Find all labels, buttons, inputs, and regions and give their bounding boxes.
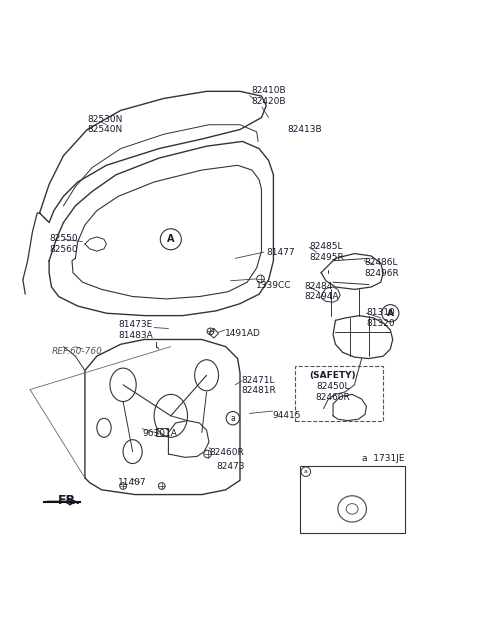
Text: 82486L
82496R: 82486L 82496R [364,258,399,277]
Text: FR.: FR. [58,494,81,507]
Text: a  1731JE: a 1731JE [362,454,405,463]
Text: A: A [167,234,175,244]
Text: 81473E
81483A: 81473E 81483A [118,321,153,340]
Text: 82484
82494A: 82484 82494A [304,282,339,301]
Text: 94415: 94415 [273,411,301,420]
Text: 82473: 82473 [216,462,245,471]
Bar [156,428,168,436]
Text: 82471L
82481R: 82471L 82481R [241,376,276,396]
Text: A: A [387,308,394,318]
Text: 81310
81320: 81310 81320 [366,308,395,328]
Text: 81477: 81477 [266,247,295,257]
Text: a: a [304,469,308,474]
Text: 82485L
82495R: 82485L 82495R [309,242,344,262]
Text: 1339CC: 1339CC [256,281,291,290]
Text: 96301A: 96301A [142,429,177,438]
Text: 82450L
82460R: 82450L 82460R [316,382,350,402]
Text: 1491AD: 1491AD [225,329,261,338]
Text: 11407: 11407 [118,478,147,487]
Text: 82413B: 82413B [288,125,323,134]
Text: (SAFETY): (SAFETY) [310,371,356,380]
Text: 82550
82560: 82550 82560 [49,234,78,254]
Bar [300,466,405,533]
Text: 82530N
82540N: 82530N 82540N [87,115,123,134]
Text: 82460R: 82460R [209,448,244,457]
Text: REF.60-760: REF.60-760 [51,347,102,356]
Text: a: a [230,413,235,423]
Text: 82410B
82420B: 82410B 82420B [252,86,286,106]
